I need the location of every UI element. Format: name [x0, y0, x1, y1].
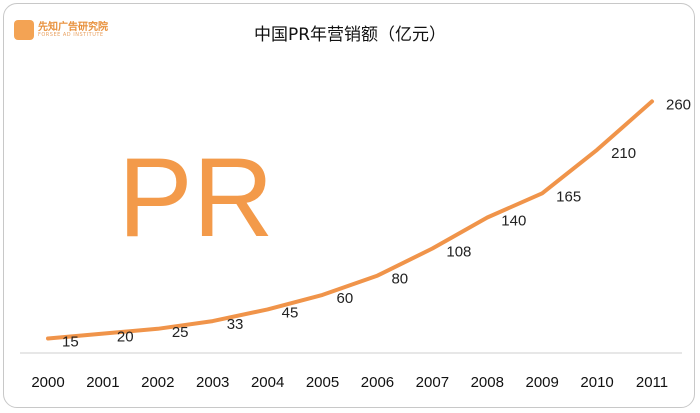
- x-tick-2007: 2007: [416, 374, 449, 391]
- series-line: [46, 99, 654, 341]
- x-tick-2006: 2006: [361, 374, 394, 391]
- chart-frame: [3, 3, 695, 408]
- x-tick-2008: 2008: [471, 374, 504, 391]
- x-tick-2001: 2001: [86, 374, 119, 391]
- logo-mark-icon: [14, 20, 34, 40]
- data-label-2005: 60: [337, 290, 354, 307]
- brand-logo: 先知广告研究院 FORSEE AD INSTITUTE: [14, 18, 130, 44]
- data-label-2003: 33: [227, 316, 244, 333]
- x-tick-2011: 2011: [636, 374, 668, 391]
- logo-subtitle: FORSEE AD INSTITUTE: [38, 32, 104, 38]
- data-label-2000: 15: [62, 333, 79, 350]
- x-tick-labels: 2000 2001 2002 2003 2004 2005 2006 2007 2008 2009…: [31, 374, 668, 391]
- x-tick-2002: 2002: [141, 374, 174, 391]
- x-tick-2010: 2010: [580, 374, 613, 391]
- data-label-2009: 165: [556, 188, 581, 205]
- data-label-2006: 80: [391, 271, 408, 288]
- data-label-2010: 210: [611, 145, 636, 162]
- x-tick-2000: 2000: [31, 374, 64, 391]
- data-label-2011: 260: [666, 96, 691, 113]
- x-tick-2009: 2009: [525, 374, 558, 391]
- x-tick-2003: 2003: [196, 374, 229, 391]
- data-label-2007: 108: [446, 243, 471, 260]
- pr-watermark: PR: [118, 135, 274, 260]
- data-label-2002: 25: [172, 324, 189, 341]
- x-tick-2005: 2005: [306, 374, 339, 391]
- chart-title: 中国PR年营销额（亿元）: [253, 25, 447, 45]
- x-tick-2004: 2004: [251, 374, 284, 391]
- logo-name: 先知广告研究院: [38, 22, 108, 33]
- data-labels: 15 20 25 33 45 60 80 108 140 165 210 260: [62, 96, 691, 350]
- data-label-2004: 45: [282, 304, 299, 321]
- data-label-2008: 140: [501, 213, 526, 230]
- data-label-2001: 20: [117, 329, 134, 346]
